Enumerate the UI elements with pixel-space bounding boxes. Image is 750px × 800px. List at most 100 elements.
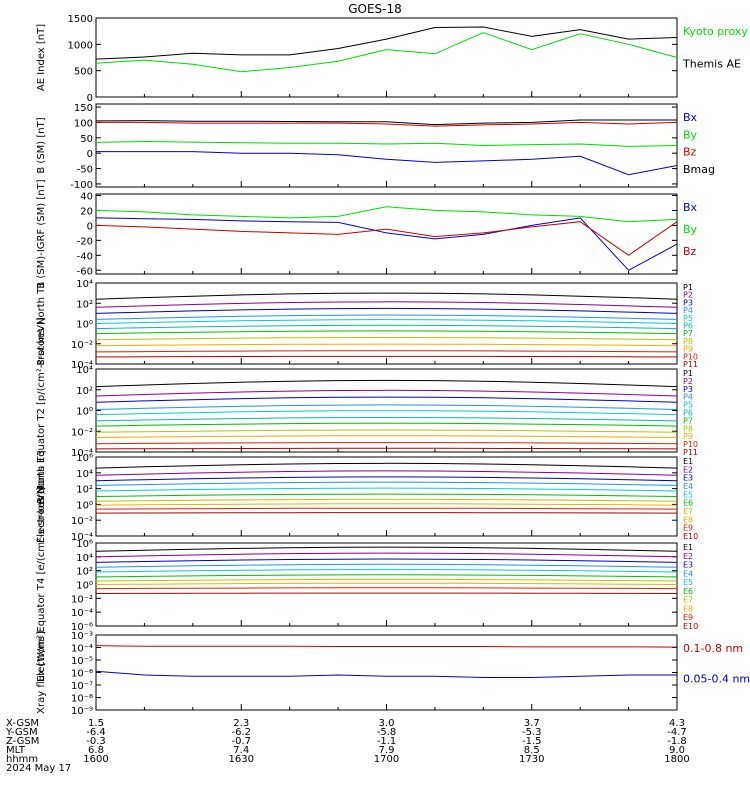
- channel-line-E3: [95, 558, 678, 563]
- y-axis-label: Electrons North T3: [36, 450, 47, 543]
- legend-entry: E9: [683, 524, 693, 533]
- legend-entry: By: [683, 223, 698, 236]
- panel-frame: [95, 103, 678, 188]
- chart-title: GOES-18: [348, 2, 402, 16]
- legend-entry: P5: [683, 314, 693, 323]
- y-tick-label: 10⁻⁶: [71, 669, 93, 680]
- series-line-1: [95, 645, 678, 648]
- channel-line-P6: [95, 324, 678, 330]
- y-axis-label: Xray flux [W/m²]: [36, 631, 47, 714]
- series-line-4: [95, 119, 677, 126]
- axis-row-label: Y-GSM: [5, 727, 38, 738]
- panel-5: 10⁻⁴ 10⁻² 10⁰ 10² 10⁴ Protons Equator T2 [p/(…: [36, 317, 698, 504]
- axis-row-value: 1800: [664, 754, 689, 765]
- legend-entry: P11: [683, 360, 698, 369]
- channel-line-P7: [95, 330, 678, 335]
- channel-line-P9: [95, 435, 678, 438]
- legend-entry: E8: [683, 515, 693, 524]
- channel-line-P5: [95, 319, 678, 324]
- channel-line-P3: [95, 396, 678, 403]
- axis-row-value: 7.9: [379, 745, 395, 756]
- y-tick-label: 0: [87, 221, 93, 232]
- y-axis-label: AE Index [nT]: [36, 24, 47, 91]
- channel-line-P2: [95, 389, 678, 397]
- legend-entry: P6: [683, 409, 693, 418]
- series-line-1: [96, 151, 678, 176]
- axis-row-value: -5.3: [522, 727, 542, 738]
- panel-6: 10⁻⁴ 10⁻² 10⁰ 10² 10⁴ 10⁶ Electrons North T3 E1…: [36, 450, 698, 543]
- channel-line-P11: [95, 447, 678, 450]
- y-tick-label: 10⁻²: [71, 594, 93, 605]
- legend-entry: Bx: [683, 201, 698, 214]
- legend-entry: P5: [683, 401, 693, 410]
- y-tick-label: 150: [74, 103, 93, 114]
- legend-entry: E5: [683, 490, 693, 499]
- channel-line-P1: [95, 379, 678, 388]
- legend-entry: P1: [683, 283, 693, 292]
- axis-row-value: 3.7: [524, 718, 540, 729]
- axis-row-value: 1.5: [88, 718, 104, 729]
- legend-entry: Bz: [683, 146, 697, 159]
- y-axis-label: B (SM) [nT]: [36, 117, 47, 173]
- axis-row-value: -1.8: [667, 736, 687, 747]
- axis-row-value: 4.3: [669, 718, 685, 729]
- y-tick-label: 10⁻²: [71, 340, 93, 351]
- channel-line-P4: [95, 404, 678, 410]
- channel-line-P10: [95, 350, 678, 353]
- y-tick-label: 10⁻⁵: [71, 656, 93, 667]
- y-tick-label: 10⁴: [76, 553, 93, 564]
- y-tick-label: 10²: [76, 567, 93, 578]
- y-tick-label: 10²: [76, 299, 93, 310]
- series-line-2: [95, 670, 677, 678]
- axis-row-value: -0.7: [231, 736, 251, 747]
- y-tick-label: 20: [80, 206, 93, 217]
- channel-line-E10: [95, 512, 678, 514]
- legend-entry: E6: [683, 587, 693, 596]
- channel-line-E1: [95, 546, 678, 552]
- legend-entry: E1: [683, 457, 693, 466]
- axis-row-value: 3.0: [379, 718, 395, 729]
- channel-line-P5: [95, 410, 678, 416]
- channel-line-P2: [95, 301, 678, 308]
- series-line-1: [95, 32, 678, 73]
- y-tick-label: 500: [74, 67, 93, 78]
- y-tick-label: 0: [87, 93, 93, 104]
- legend-entry: E10: [683, 622, 698, 631]
- legend-entry: E10: [683, 532, 698, 541]
- channel-line-P7: [95, 422, 678, 427]
- channel-line-E7: [95, 578, 678, 582]
- legend-entry: P8: [683, 337, 693, 346]
- y-tick-label: 10²: [76, 485, 93, 496]
- y-tick-label: -40: [77, 251, 93, 262]
- channel-line-E7: [95, 498, 678, 502]
- x-axis-group: X-GSM 1.5 2.3 3.0 3.7 4.3 Y-GSM -6.4 -6.2 -5.8 -5.…: [5, 718, 690, 774]
- axis-row-value: 8.5: [524, 745, 540, 756]
- legend-entry: E7: [683, 507, 693, 516]
- legend-entry: P9: [683, 432, 693, 441]
- legend-entry: E6: [683, 499, 693, 508]
- y-tick-label: -60: [77, 266, 93, 277]
- axis-row-value: 7.4: [233, 745, 249, 756]
- y-tick-label: 10⁻⁶: [71, 622, 93, 633]
- axis-row-label: hhmm: [6, 754, 38, 765]
- panel-2: -100 -50 0 50 100 150 B (SM) [nT] Bx By Bz Bmag: [36, 103, 715, 191]
- axis-row-value: 2.3: [233, 718, 249, 729]
- panel-frame: [95, 456, 678, 537]
- y-tick-label: 1500: [68, 14, 93, 25]
- axis-row-value: -5.8: [377, 727, 397, 738]
- channel-line-P1: [95, 292, 678, 300]
- legend-entry: P11: [683, 448, 698, 457]
- y-tick-label: 10⁻⁴: [71, 644, 93, 655]
- legend-entry: E3: [683, 474, 693, 483]
- axis-row-value: 1600: [83, 754, 108, 765]
- panel-7: 10⁻⁶ 10⁻⁴ 10⁻² 10⁰ 10² 10⁴ 10⁶ Electrons Equato…: [36, 487, 698, 682]
- channel-line-E9: [95, 507, 678, 510]
- axis-row-value: 1700: [374, 754, 399, 765]
- y-tick-label: 40: [80, 191, 93, 202]
- channel-line-E8: [95, 503, 678, 506]
- series-line-2: [95, 206, 678, 223]
- y-tick-label: 0: [87, 149, 93, 160]
- y-tick-label: -100: [70, 180, 93, 191]
- y-tick-label: 10⁴: [76, 365, 93, 376]
